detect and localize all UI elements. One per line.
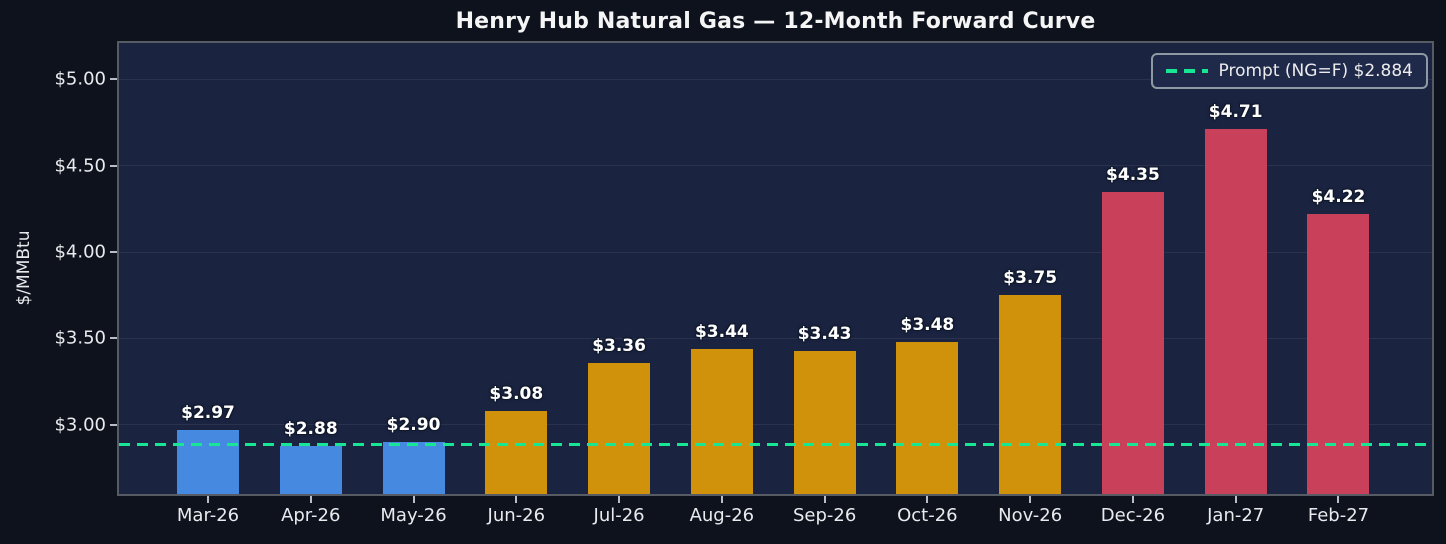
bar-Feb-27 [1307,214,1370,494]
x-tick-label: Mar-26 [176,505,240,526]
x-tick-label: Jul-26 [593,505,645,526]
bar-value-label: $4.35 [1106,164,1160,185]
y-tick-mark [110,164,117,167]
bar-Sep-26 [793,350,856,494]
bar-Jul-26 [588,362,651,494]
bar-value-label: $3.44 [694,321,749,342]
bar-value-label: $3.36 [592,335,646,356]
bar-May-26 [382,442,445,494]
legend: Prompt (NG=F) $2.884 [1150,53,1428,89]
y-tick-mark [110,337,117,340]
bar-value-label: $4.71 [1208,102,1263,123]
bar-value-label: $2.90 [386,415,441,436]
gridline [119,251,1432,253]
bar-value-label: $4.22 [1311,187,1366,208]
y-tick-label: $4.00 [54,241,106,263]
prompt-reference-line [119,443,1432,447]
x-tick-mark [1234,496,1237,503]
x-tick-label: Dec-26 [1100,505,1166,526]
gridline [119,337,1432,339]
x-tick-label: Jan-27 [1207,505,1265,526]
bar-Nov-26 [999,295,1062,494]
x-tick-label: Oct-26 [897,505,958,526]
x-tick-label: Jun-26 [487,505,546,526]
x-tick-mark [1337,496,1340,503]
x-tick-mark [515,496,518,503]
x-tick-mark [412,496,415,503]
y-tick-mark [110,78,117,81]
bar-Apr-26 [279,445,342,494]
chart-title: Henry Hub Natural Gas — 12-Month Forward… [455,9,1096,34]
bar-Aug-26 [690,348,753,494]
x-tick-label: Sep-26 [792,505,857,526]
bar-value-label: $3.43 [797,323,852,344]
bar-Jun-26 [485,411,548,494]
x-tick-mark [823,496,826,503]
y-tick-label: $3.00 [54,414,106,436]
bar-Jan-27 [1204,129,1267,494]
gridline [119,424,1432,426]
gridline [119,78,1432,80]
x-tick-mark [207,496,209,503]
bar-Oct-26 [896,341,959,494]
x-tick-label: May-26 [380,505,447,526]
gridline [119,165,1432,167]
legend-dashed-line-icon [1165,69,1208,73]
x-tick-mark [720,496,723,503]
bar-Dec-26 [1101,191,1164,494]
x-tick-label: Apr-26 [281,505,341,526]
bar-value-label: $3.75 [1003,268,1058,289]
y-tick-label: $3.50 [54,327,106,349]
bar-value-label: $2.97 [181,403,235,424]
x-tick-mark [1131,496,1134,503]
y-tick-mark [110,251,117,254]
x-tick-mark [1029,496,1032,503]
x-tick-mark [618,496,621,503]
bar-Mar-26 [177,430,239,494]
bar-value-label: $3.08 [489,384,544,405]
x-tick-mark [309,496,312,503]
bar-value-label: $3.48 [900,314,955,335]
legend-label: Prompt (NG=F) $2.884 [1218,61,1413,81]
y-tick-mark [110,423,117,426]
x-tick-label: Aug-26 [689,505,755,526]
x-tick-label: Nov-26 [998,505,1063,526]
plot-area: $2.97 $2.88 $2.90 $3.08 $3.36 $3.44 $3.43 $3.48… [117,41,1434,496]
bar-value-label: $2.88 [283,418,338,439]
x-tick-mark [926,496,929,503]
y-tick-label: $5.00 [54,68,106,90]
y-tick-label: $4.50 [54,155,106,177]
x-tick-label: Feb-27 [1307,505,1370,526]
